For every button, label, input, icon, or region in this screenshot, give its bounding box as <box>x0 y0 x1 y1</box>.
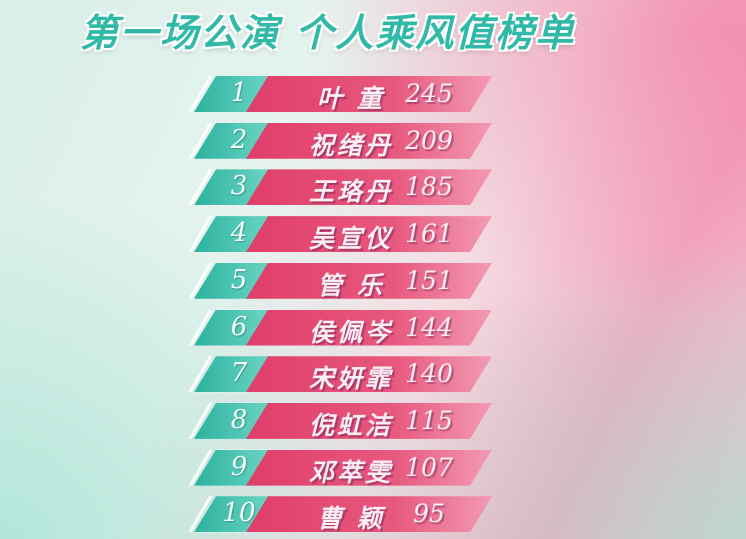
ranking-row: 5 管 乐 151 <box>186 262 496 300</box>
score-value: 140 <box>405 359 453 389</box>
name-bar: 曹 颖 95 <box>246 496 492 534</box>
name-bar: 倪虹洁 115 <box>246 402 492 440</box>
ranking-row: 1 叶 童 245 <box>186 76 496 112</box>
contestant-name: 邓萃雯 <box>308 457 393 487</box>
score-value: 161 <box>405 219 453 249</box>
name-bar: 吴宣仪 161 <box>246 216 492 254</box>
score-value: 115 <box>405 405 453 435</box>
ranking-row: 4 吴宣仪 161 <box>186 216 496 254</box>
rank-number: 2 <box>230 124 248 155</box>
name-bar: 宋妍霏 140 <box>246 356 492 394</box>
contestant-name: 侯佩岑 <box>308 317 393 347</box>
contestant-name: 叶 童 <box>317 84 385 113</box>
name-bar: 王珞丹 185 <box>246 169 492 207</box>
name-bar: 叶 童 245 <box>246 76 492 112</box>
ranking-row: 3 王珞丹 185 <box>186 169 496 207</box>
name-bar: 管 乐 151 <box>246 262 492 300</box>
rank-number: 6 <box>230 311 248 342</box>
rank-number: 9 <box>230 451 248 482</box>
name-bar: 侯佩岑 144 <box>246 309 492 347</box>
contestant-name: 吴宣仪 <box>308 224 393 254</box>
contestant-name: 倪虹洁 <box>308 410 393 440</box>
score-value: 107 <box>405 452 453 482</box>
rank-number: 4 <box>230 218 248 249</box>
ranking-row: 9 邓萃雯 107 <box>186 449 496 487</box>
name-bar: 邓萃雯 107 <box>246 449 492 487</box>
rank-number: 8 <box>230 404 248 435</box>
page-title: 第一场公演 个人乘风值榜单 <box>80 10 576 55</box>
rank-number: 10 <box>222 498 256 529</box>
score-value: 144 <box>405 312 453 342</box>
contestant-name: 王珞丹 <box>308 177 393 207</box>
ranking-row: 6 侯佩岑 144 <box>186 309 496 347</box>
name-bar: 祝绪丹 209 <box>246 122 492 160</box>
contestant-name: 曹 颖 <box>317 504 385 534</box>
contestant-name: 宋妍霏 <box>308 364 393 394</box>
score-value: 151 <box>405 265 453 295</box>
contestant-name: 管 乐 <box>317 270 385 300</box>
ranking-row: 10 曹 颖 95 <box>186 496 496 534</box>
score-value: 245 <box>405 79 453 108</box>
score-value: 95 <box>413 499 445 529</box>
ranking-row: 8 倪虹洁 115 <box>186 402 496 440</box>
score-value: 185 <box>405 172 453 202</box>
ranking-row: 2 祝绪丹 209 <box>186 122 496 160</box>
score-value: 209 <box>405 125 453 155</box>
rank-number: 3 <box>230 171 248 202</box>
ranking-row: 7 宋妍霏 140 <box>186 356 496 394</box>
rank-number: 5 <box>230 264 248 295</box>
contestant-name: 祝绪丹 <box>308 130 393 160</box>
rank-number: 7 <box>230 358 248 389</box>
rank-number: 1 <box>230 78 248 108</box>
